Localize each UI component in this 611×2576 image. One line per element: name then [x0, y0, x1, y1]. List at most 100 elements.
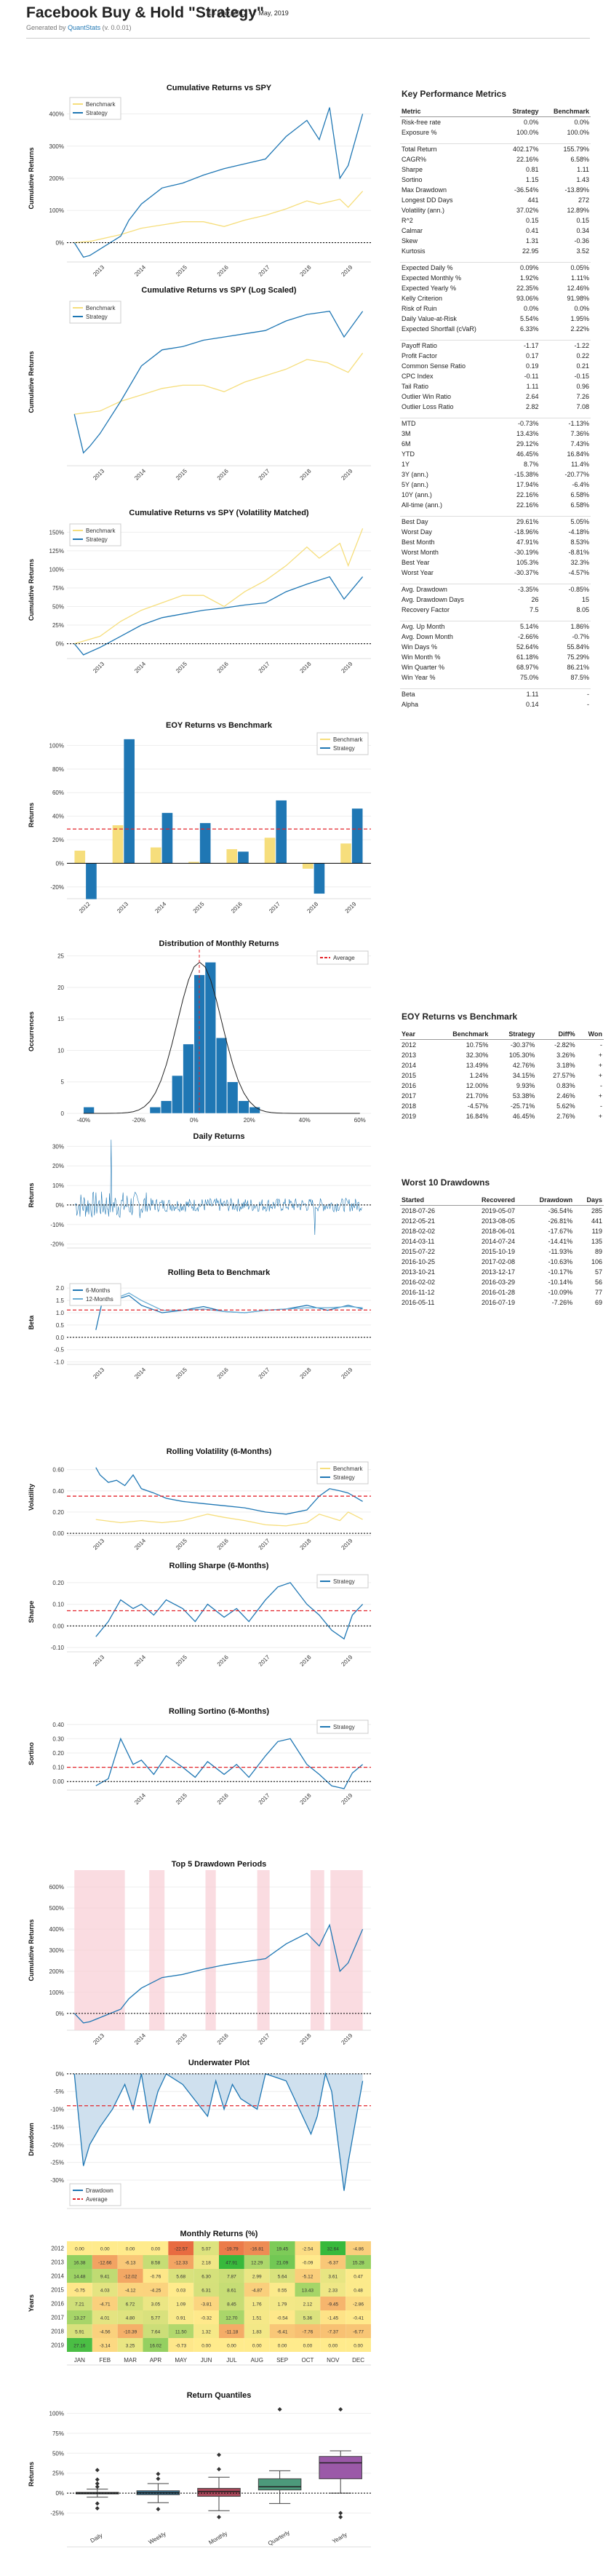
table-cell: + — [598, 1052, 602, 1059]
x-tick-label: MAY — [175, 2357, 187, 2364]
chart-title: Top 5 Drawdown Periods — [172, 1860, 267, 1869]
x-tick-label: 2019 — [340, 1537, 354, 1551]
y-tick-label: 0% — [55, 2071, 64, 2078]
heatmap-cell — [244, 2269, 270, 2283]
heatmap-value: 6.30 — [201, 2275, 211, 2280]
chart-title: Cumulative Returns vs SPY (Volatility Ma… — [129, 509, 308, 517]
heatmap-value: 13.27 — [73, 2316, 86, 2321]
table-cell: 46.45% — [512, 1113, 535, 1120]
histogram-bar — [215, 1037, 228, 1114]
x-tick-label: 2018 — [299, 1366, 313, 1380]
heatmap-cell — [219, 2297, 244, 2310]
y-tick-label: 0.00 — [52, 1530, 64, 1537]
heatmap-cell — [295, 2324, 321, 2338]
legend-box — [69, 301, 121, 324]
table-cell: Best Month — [402, 538, 435, 546]
x-tick-label: 2016 — [216, 1653, 230, 1667]
y-tick-label: 0.20 — [52, 1580, 64, 1586]
table-cell: 57 — [594, 1268, 602, 1276]
table-cell: + — [598, 1072, 602, 1079]
y-tick-label: 0.0 — [56, 1335, 65, 1341]
drawdown-period-band — [330, 1870, 363, 2030]
y-tick-label: -10% — [50, 1222, 64, 1228]
table-row: 10Y (ann.) 22.16% 6.58% — [400, 490, 591, 500]
table-cell: -10.14% — [548, 1279, 573, 1286]
table-cell: -0.15 — [574, 373, 589, 380]
table-cell: Max Drawdown — [402, 186, 447, 194]
table-cell: 2012-05-21 — [402, 1217, 436, 1225]
table-cell: Avg. Drawdown — [402, 586, 447, 593]
x-tick-label: DEC — [352, 2357, 364, 2364]
table-cell: -13.89% — [564, 186, 589, 194]
table-cell: Expected Monthly % — [402, 274, 462, 282]
table-cell: Alpha — [402, 701, 419, 708]
series-line-strategy — [73, 576, 364, 656]
table-cell: 0.41 — [525, 227, 539, 234]
x-tick-label: 2015 — [175, 263, 188, 277]
table-row: MTD -0.73% -1.13% — [400, 418, 591, 429]
heatmap-value: 2.18 — [201, 2261, 211, 2266]
y-tick-label: 0.40 — [52, 1488, 64, 1495]
table-cell: -18.96% — [514, 528, 539, 536]
heatmap-value: 1.09 — [176, 2302, 185, 2307]
heatmap-value: 14.48 — [73, 2275, 86, 2280]
table-row: 2016-11-12 2016-01-28 -10.09% 77 — [400, 1287, 604, 1297]
table-cell: 0.96 — [576, 383, 589, 390]
table-cell: Sharpe — [402, 166, 423, 173]
table-cell: 0.0% — [523, 119, 539, 126]
x-tick-label: 2019 — [340, 1653, 354, 1667]
x-tick-label: 2017 — [257, 1653, 271, 1667]
table-cell: -10.09% — [548, 1289, 573, 1296]
heatmap-cell — [244, 2338, 270, 2352]
x-tick-label: 2018 — [299, 467, 313, 481]
box-outlier — [217, 2452, 221, 2457]
y-axis-label: Occurrences — [28, 1011, 35, 1052]
legend-label: Strategy — [86, 110, 108, 116]
x-tick-label: 2013 — [92, 467, 105, 481]
heatmap-cell — [117, 2310, 143, 2324]
drawdowns-table: Started Recovered Drawdown Days 2018-07-26 20… — [400, 1195, 604, 1308]
heatmap-value: 2.12 — [303, 2302, 313, 2307]
table-cell: 15 — [581, 596, 589, 603]
heatmap-value: -3.81 — [201, 2302, 212, 2307]
table-row: Payoff Ratio -1.17 -1.22 — [400, 341, 591, 351]
heatmap-value: 8.58 — [151, 2261, 161, 2266]
y-tick-label: 300% — [49, 1947, 64, 1954]
x-tick-label: 2019 — [340, 2032, 354, 2046]
table-cell: Exposure % — [402, 129, 437, 136]
table-cell: 135 — [591, 1238, 602, 1245]
heatmap-cell — [320, 2255, 346, 2269]
table-cell: 1.92% — [519, 274, 539, 282]
table-row: Win Year % 75.0% 87.5% — [400, 672, 591, 683]
metrics-table-title: Key Performance Metrics — [402, 89, 507, 99]
legend-box — [69, 523, 121, 546]
heatmap-cell — [193, 2241, 219, 2255]
quantstats-link[interactable]: QuantStats — [68, 24, 101, 31]
x-tick-label: 2016 — [216, 467, 230, 481]
y-axis-label: Volatility — [28, 1484, 35, 1511]
table-row: Risk of Ruin 0.0% 0.0% — [400, 303, 591, 314]
table-cell: 0.21 — [576, 362, 589, 370]
table-cell: 2016-07-19 — [481, 1299, 516, 1306]
table-row: 6M 29.12% 7.43% — [400, 439, 591, 449]
heatmap-cell — [193, 2255, 219, 2269]
generated-by-prefix: Generated by — [26, 24, 66, 31]
heatmap-cell — [244, 2255, 270, 2269]
table-cell: 2018-06-01 — [481, 1228, 516, 1235]
y-tick-label: 100% — [49, 742, 64, 749]
x-tick-label: 2013 — [92, 660, 105, 674]
table-row: Win Quarter % 68.97% 86.21% — [400, 662, 591, 672]
heatmap-value: 5.64 — [278, 2275, 287, 2280]
table-cell: 16.84% — [466, 1113, 489, 1120]
table-cell: -36.54% — [548, 1207, 573, 1215]
heatmap-value: 8.61 — [227, 2289, 236, 2294]
table-cell: -0.7% — [572, 633, 589, 640]
series-line-strategy — [95, 1737, 364, 1789]
histogram-bar — [227, 1081, 239, 1114]
chart-title: Rolling Sharpe (6-Months) — [169, 1562, 269, 1570]
table-cell: -4.57% — [467, 1102, 489, 1110]
heatmap-value: -9.45 — [327, 2302, 338, 2307]
y-tick-label: 400% — [49, 1926, 64, 1933]
table-row: Expected Yearly % 22.35% 12.46% — [400, 283, 591, 293]
table-cell: 3M — [402, 430, 411, 437]
